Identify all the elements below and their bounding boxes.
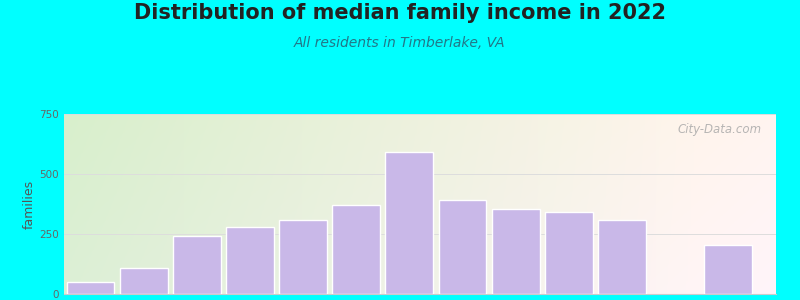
Bar — [120, 268, 168, 294]
Bar — [226, 227, 274, 294]
Bar — [598, 220, 646, 294]
Bar — [332, 205, 380, 294]
Bar — [492, 209, 539, 294]
Bar — [386, 152, 434, 294]
Text: City-Data.com: City-Data.com — [678, 123, 762, 136]
Bar — [173, 236, 221, 294]
Y-axis label: families: families — [22, 179, 35, 229]
Bar — [438, 200, 486, 294]
Bar — [66, 282, 114, 294]
Bar — [704, 245, 752, 294]
Bar — [545, 212, 593, 294]
Text: Distribution of median family income in 2022: Distribution of median family income in … — [134, 3, 666, 23]
Bar — [279, 220, 327, 294]
Text: All residents in Timberlake, VA: All residents in Timberlake, VA — [294, 36, 506, 50]
